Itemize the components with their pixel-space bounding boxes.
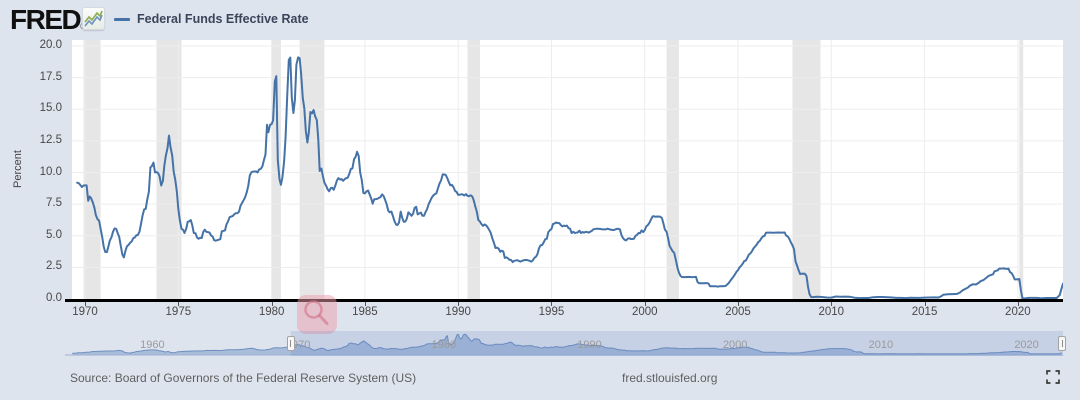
federal-funds-rate-line-chart <box>72 40 1063 302</box>
x-tick-label: 2005 <box>725 306 751 318</box>
x-tick-mark <box>644 302 646 306</box>
y-tick-label: 5.0 <box>46 228 62 241</box>
x-tick-label: 2000 <box>631 306 658 318</box>
x-axis-line <box>65 299 1063 302</box>
fred-logo-text: FRED <box>10 4 82 35</box>
navigator-left-handle[interactable] <box>286 336 295 351</box>
y-tick-label: 0.0 <box>46 292 62 304</box>
y-tick-label: 7.5 <box>46 197 62 210</box>
x-tick-mark <box>458 302 460 306</box>
x-tick-label: 2015 <box>911 306 938 318</box>
x-tick-label: 2020 <box>1005 306 1031 318</box>
fullscreen-icon[interactable] <box>1046 370 1060 384</box>
x-tick-label: 1985 <box>352 306 378 318</box>
navigator-decade-label: 1960 <box>140 339 165 351</box>
x-tick-label: 1990 <box>445 306 471 318</box>
series-legend[interactable]: Federal Funds Effective Rate <box>114 12 309 26</box>
navigator-decade-label: 2000 <box>722 339 748 351</box>
navigator-decade-label: 1980 <box>431 339 457 351</box>
search-icon <box>297 295 337 334</box>
x-tick-mark <box>551 302 553 306</box>
navigator-decade-label: 1970 <box>285 339 311 351</box>
y-tick-label: 20.0 <box>39 39 62 51</box>
x-tick-label: 1995 <box>538 306 565 318</box>
y-tick-label: 12.5 <box>39 133 62 146</box>
legend-line-swatch <box>114 17 130 21</box>
x-tick-label: 1970 <box>72 306 98 318</box>
source-attribution: Source: Board of Governors of the Federa… <box>70 371 417 385</box>
y-tick-label: 15.0 <box>39 102 62 115</box>
x-tick-mark <box>178 302 180 306</box>
x-tick-mark <box>924 302 926 306</box>
x-tick-mark <box>85 302 87 306</box>
y-tick-label: 17.5 <box>39 70 62 83</box>
legend-series-name: Federal Funds Effective Rate <box>137 12 309 26</box>
x-tick-mark <box>738 302 739 306</box>
y-axis-title: Percent <box>12 150 24 188</box>
navigator-decade-label: 1990 <box>577 339 602 351</box>
navigator-area-chart <box>65 331 1063 356</box>
x-tick-mark <box>271 302 273 306</box>
navigator-decade-label: 2010 <box>868 339 894 351</box>
x-tick-label: 1975 <box>165 306 192 318</box>
date-range-navigator[interactable]: 1960 1970 1980 1990 2000 2010 2020 <box>65 331 1063 356</box>
x-tick-mark <box>364 302 366 306</box>
x-tick-label: 2010 <box>818 306 845 318</box>
main-chart-plot-area[interactable] <box>72 40 1063 302</box>
x-tick-mark <box>1017 302 1019 306</box>
y-tick-label: 2.5 <box>46 260 62 273</box>
fred-sparkline-icon <box>82 7 105 30</box>
fred-logo[interactable]: FRED® <box>10 4 86 36</box>
navigator-decade-label: 2020 <box>1014 339 1039 351</box>
x-tick-mark <box>831 302 833 306</box>
fred-site-link[interactable]: fred.stlouisfed.org <box>622 371 718 385</box>
y-tick-label: 10.0 <box>39 165 62 178</box>
navigator-right-handle[interactable] <box>1058 336 1066 351</box>
x-tick-label: 1980 <box>258 306 285 318</box>
